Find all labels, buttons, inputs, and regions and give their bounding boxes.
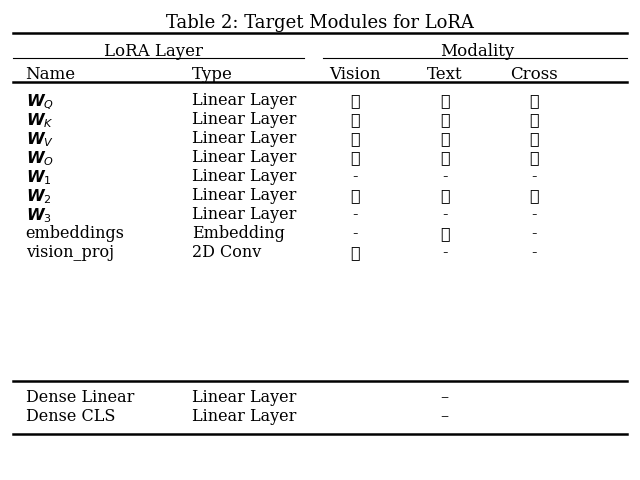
Text: ✓: ✓	[350, 111, 360, 128]
Text: -: -	[532, 168, 537, 185]
Text: vision_proj: vision_proj	[26, 244, 114, 261]
Text: -: -	[442, 244, 447, 261]
Text: ✓: ✓	[529, 111, 540, 128]
Text: -: -	[353, 168, 358, 185]
Text: Linear Layer: Linear Layer	[192, 149, 296, 166]
Text: Cross: Cross	[511, 66, 558, 83]
Text: $\boldsymbol{W}_V$: $\boldsymbol{W}_V$	[26, 130, 54, 149]
Text: -: -	[532, 225, 537, 242]
Text: -: -	[532, 244, 537, 261]
Text: -: -	[442, 168, 447, 185]
Text: Vision: Vision	[330, 66, 381, 83]
Text: –: –	[441, 388, 449, 405]
Text: $\boldsymbol{W}_3$: $\boldsymbol{W}_3$	[26, 206, 52, 225]
Text: Dense CLS: Dense CLS	[26, 407, 115, 424]
Text: Table 2: Target Modules for LoRA: Table 2: Target Modules for LoRA	[166, 14, 474, 32]
Text: -: -	[532, 206, 537, 223]
Text: -: -	[442, 206, 447, 223]
Text: Embedding: Embedding	[192, 225, 285, 242]
Text: $\boldsymbol{W}_1$: $\boldsymbol{W}_1$	[26, 168, 51, 187]
Text: ✓: ✓	[440, 149, 450, 166]
Text: Type: Type	[192, 66, 233, 83]
Text: ✓: ✓	[440, 92, 450, 109]
Text: $\boldsymbol{W}_2$: $\boldsymbol{W}_2$	[26, 187, 51, 205]
Text: embeddings: embeddings	[26, 225, 125, 242]
Text: Dense Linear: Dense Linear	[26, 388, 134, 405]
Text: ✓: ✓	[350, 187, 360, 204]
Text: –: –	[441, 407, 449, 424]
Text: ✓: ✓	[440, 111, 450, 128]
Text: ✓: ✓	[529, 92, 540, 109]
Text: Linear Layer: Linear Layer	[192, 92, 296, 109]
Text: ✓: ✓	[529, 130, 540, 147]
Text: ✓: ✓	[440, 130, 450, 147]
Text: Linear Layer: Linear Layer	[192, 130, 296, 147]
Text: Linear Layer: Linear Layer	[192, 168, 296, 185]
Text: ✓: ✓	[440, 187, 450, 204]
Text: $\boldsymbol{W}_O$: $\boldsymbol{W}_O$	[26, 149, 54, 168]
Text: Modality: Modality	[440, 43, 514, 60]
Text: Name: Name	[26, 66, 76, 83]
Text: Linear Layer: Linear Layer	[192, 187, 296, 204]
Text: ✓: ✓	[350, 92, 360, 109]
Text: $\boldsymbol{W}_K$: $\boldsymbol{W}_K$	[26, 111, 53, 130]
Text: ✓: ✓	[440, 225, 450, 242]
Text: Linear Layer: Linear Layer	[192, 388, 296, 405]
Text: ✓: ✓	[529, 149, 540, 166]
Text: ✓: ✓	[529, 187, 540, 204]
Text: Linear Layer: Linear Layer	[192, 206, 296, 223]
Text: Text: Text	[427, 66, 463, 83]
Text: 2D Conv: 2D Conv	[192, 244, 261, 261]
Text: ✓: ✓	[350, 244, 360, 261]
Text: -: -	[353, 225, 358, 242]
Text: ✓: ✓	[350, 149, 360, 166]
Text: Linear Layer: Linear Layer	[192, 407, 296, 424]
Text: Linear Layer: Linear Layer	[192, 111, 296, 128]
Text: ✓: ✓	[350, 130, 360, 147]
Text: -: -	[353, 206, 358, 223]
Text: LoRA Layer: LoRA Layer	[104, 43, 203, 60]
Text: $\boldsymbol{W}_Q$: $\boldsymbol{W}_Q$	[26, 92, 54, 111]
